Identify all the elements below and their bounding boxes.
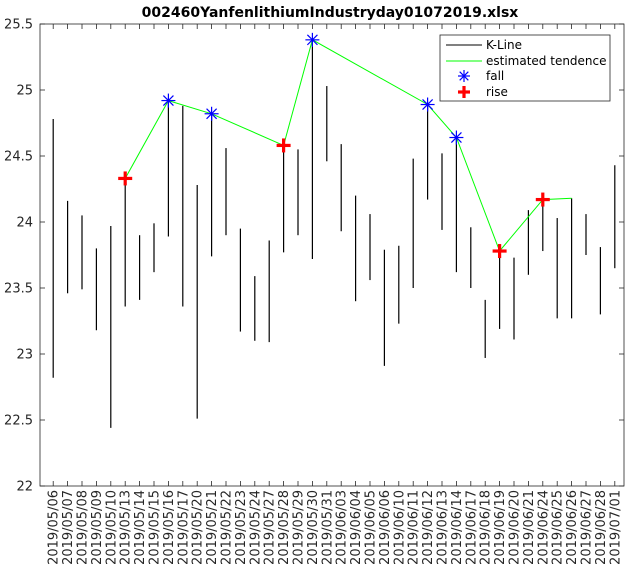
fall-marker	[305, 32, 320, 47]
x-tick-label: 2019/06/25	[551, 490, 566, 565]
legend-label: fall	[486, 69, 504, 83]
y-tick-label: 25.5	[4, 18, 33, 33]
x-tick-label: 2019/07/01	[608, 490, 623, 565]
x-tick-label: 2019/05/06	[47, 490, 62, 565]
x-tick-label: 2019/06/10	[392, 490, 407, 565]
x-tick-label: 2019/06/19	[493, 490, 508, 565]
x-tick-label: 2019/06/06	[378, 490, 393, 565]
rise-marker	[492, 244, 507, 259]
x-tick-label: 2019/05/30	[306, 490, 321, 565]
legend-fall-swatch	[458, 70, 470, 82]
x-tick-label: 2019/05/27	[263, 490, 278, 565]
x-tick-label: 2019/06/26	[565, 490, 580, 565]
x-tick-label: 2019/05/20	[191, 490, 206, 565]
y-tick-label: 24	[16, 216, 33, 231]
fall-marker	[420, 97, 435, 112]
rise-marker	[276, 138, 291, 153]
y-tick-label: 25	[16, 84, 33, 99]
x-tick-label: 2019/06/12	[421, 490, 436, 565]
x-tick-label: 2019/06/13	[436, 490, 451, 565]
legend-label: rise	[486, 85, 508, 99]
x-tick-label: 2019/06/20	[508, 490, 523, 565]
x-tick-label: 2019/06/17	[464, 490, 479, 565]
x-tick-label: 2019/05/13	[119, 490, 134, 565]
plot-area	[52, 32, 616, 428]
x-tick-label: 2019/06/21	[522, 490, 537, 565]
x-tick-label: 2019/05/16	[162, 490, 177, 565]
x-tick-label: 2019/06/11	[407, 490, 422, 565]
y-tick-label: 22.5	[4, 414, 33, 429]
x-tick-label: 2019/05/17	[176, 490, 191, 565]
x-tick-label: 2019/05/31	[320, 490, 335, 565]
x-tick-label: 2019/05/21	[205, 490, 220, 565]
legend-label: estimated tendence	[486, 54, 607, 68]
x-tick-label: 2019/05/22	[220, 490, 235, 565]
fall-marker	[204, 106, 219, 121]
x-tick-label: 2019/06/04	[349, 490, 364, 565]
x-tick-label: 2019/05/08	[76, 490, 91, 565]
y-tick-label: 23	[16, 348, 33, 363]
x-tick-label: 2019/06/24	[536, 490, 551, 565]
x-tick-label: 2019/06/28	[594, 490, 609, 565]
x-tick-label: 2019/05/09	[90, 490, 105, 565]
x-tick-label: 2019/05/24	[248, 490, 263, 565]
fall-marker	[449, 130, 464, 145]
chart-title: 002460YanfenlithiumIndustryday01072019.x…	[142, 5, 519, 21]
x-tick-label: 2019/06/14	[450, 490, 465, 565]
x-tick-label: 2019/05/28	[277, 490, 292, 565]
x-tick-label: 2019/06/18	[479, 490, 494, 565]
fall-marker	[161, 93, 176, 108]
rise-marker	[118, 171, 133, 186]
x-tick-label: 2019/05/14	[133, 490, 148, 565]
x-tick-label: 2019/06/03	[335, 490, 350, 565]
x-tick-label: 2019/06/05	[364, 490, 379, 565]
tendency-line	[124, 39, 572, 252]
y-tick-label: 22	[16, 480, 33, 495]
y-tick-label: 23.5	[4, 282, 33, 297]
x-tick-label: 2019/05/29	[292, 490, 307, 565]
legend-box	[439, 34, 611, 102]
x-tick-label: 2019/06/27	[580, 490, 595, 565]
x-tick-label: 2019/05/15	[148, 490, 163, 565]
x-tick-label: 2019/05/23	[234, 490, 249, 565]
legend-label: K-Line	[486, 38, 522, 52]
y-tick-label: 24.5	[4, 150, 33, 165]
axes-box	[39, 23, 625, 487]
legend-rise-swatch	[458, 86, 470, 98]
x-tick-label: 2019/05/10	[104, 490, 119, 565]
x-tick-label: 2019/05/07	[61, 490, 76, 565]
rise-marker	[535, 192, 550, 207]
